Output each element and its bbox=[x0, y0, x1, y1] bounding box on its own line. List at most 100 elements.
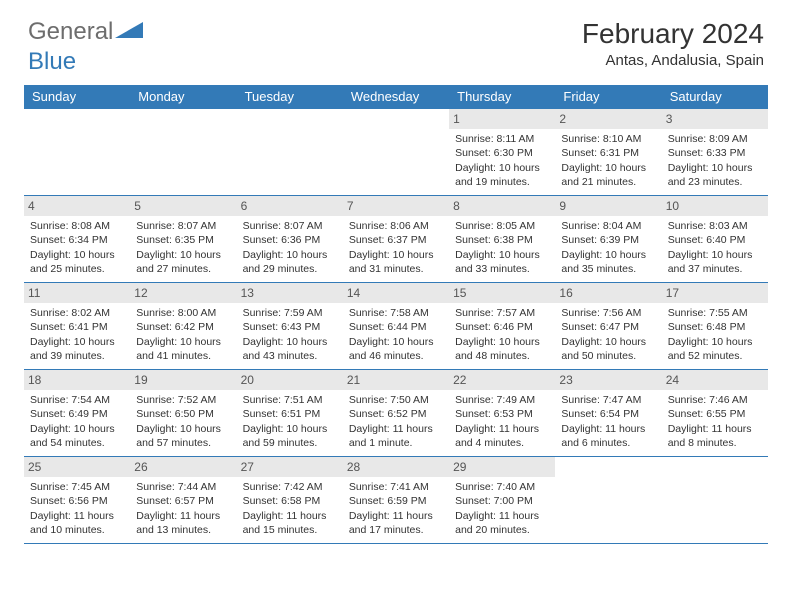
daylight-text: Daylight: 11 hours and 8 minutes. bbox=[668, 422, 762, 450]
header: General February 2024 Antas, Andalusia, … bbox=[0, 0, 792, 77]
sunset-text: Sunset: 6:50 PM bbox=[136, 407, 230, 421]
calendar-week-row: 18Sunrise: 7:54 AMSunset: 6:49 PMDayligh… bbox=[24, 370, 768, 457]
sunset-text: Sunset: 6:49 PM bbox=[30, 407, 124, 421]
sunset-text: Sunset: 6:38 PM bbox=[455, 233, 549, 247]
logo-text-general: General bbox=[28, 18, 113, 46]
calendar-week-row: 4Sunrise: 8:08 AMSunset: 6:34 PMDaylight… bbox=[24, 196, 768, 283]
day-number: 25 bbox=[24, 457, 130, 477]
day-number: 11 bbox=[24, 283, 130, 303]
daylight-text: Daylight: 10 hours and 25 minutes. bbox=[30, 248, 124, 276]
day-number: 9 bbox=[555, 196, 661, 216]
day-header-cell: Thursday bbox=[449, 85, 555, 108]
day-number: 16 bbox=[555, 283, 661, 303]
daylight-text: Daylight: 10 hours and 43 minutes. bbox=[243, 335, 337, 363]
sunset-text: Sunset: 6:55 PM bbox=[668, 407, 762, 421]
sunrise-text: Sunrise: 8:09 AM bbox=[668, 132, 762, 146]
day-number: 13 bbox=[237, 283, 343, 303]
calendar-cell: 21Sunrise: 7:50 AMSunset: 6:52 PMDayligh… bbox=[343, 370, 449, 456]
sunrise-text: Sunrise: 8:10 AM bbox=[561, 132, 655, 146]
calendar-week-row: 11Sunrise: 8:02 AMSunset: 6:41 PMDayligh… bbox=[24, 283, 768, 370]
logo-text-blue: Blue bbox=[28, 48, 76, 75]
day-header-row: SundayMondayTuesdayWednesdayThursdayFrid… bbox=[24, 85, 768, 108]
daylight-text: Daylight: 10 hours and 39 minutes. bbox=[30, 335, 124, 363]
calendar-cell: 16Sunrise: 7:56 AMSunset: 6:47 PMDayligh… bbox=[555, 283, 661, 369]
daylight-text: Daylight: 11 hours and 4 minutes. bbox=[455, 422, 549, 450]
sunset-text: Sunset: 6:42 PM bbox=[136, 320, 230, 334]
sunrise-text: Sunrise: 8:08 AM bbox=[30, 219, 124, 233]
sunrise-text: Sunrise: 7:42 AM bbox=[243, 480, 337, 494]
daylight-text: Daylight: 11 hours and 1 minute. bbox=[349, 422, 443, 450]
sunset-text: Sunset: 6:37 PM bbox=[349, 233, 443, 247]
day-number: 27 bbox=[237, 457, 343, 477]
sunset-text: Sunset: 6:48 PM bbox=[668, 320, 762, 334]
day-number: 26 bbox=[130, 457, 236, 477]
sunset-text: Sunset: 6:51 PM bbox=[243, 407, 337, 421]
daylight-text: Daylight: 10 hours and 46 minutes. bbox=[349, 335, 443, 363]
day-header-cell: Sunday bbox=[24, 85, 130, 108]
calendar-cell: 8Sunrise: 8:05 AMSunset: 6:38 PMDaylight… bbox=[449, 196, 555, 282]
daylight-text: Daylight: 10 hours and 37 minutes. bbox=[668, 248, 762, 276]
sunset-text: Sunset: 6:33 PM bbox=[668, 146, 762, 160]
sunset-text: Sunset: 6:47 PM bbox=[561, 320, 655, 334]
month-title: February 2024 bbox=[582, 18, 764, 50]
day-number: 2 bbox=[555, 109, 661, 129]
calendar-week-row: 1Sunrise: 8:11 AMSunset: 6:30 PMDaylight… bbox=[24, 108, 768, 196]
sunrise-text: Sunrise: 8:11 AM bbox=[455, 132, 549, 146]
day-number: 19 bbox=[130, 370, 236, 390]
sunset-text: Sunset: 6:54 PM bbox=[561, 407, 655, 421]
day-number: 28 bbox=[343, 457, 449, 477]
sunrise-text: Sunrise: 7:52 AM bbox=[136, 393, 230, 407]
daylight-text: Daylight: 10 hours and 50 minutes. bbox=[561, 335, 655, 363]
calendar-cell: 11 Sunrise: 8:02 AMSunset: 6:41 PMDayligh… bbox=[24, 283, 130, 369]
daylight-text: Daylight: 10 hours and 23 minutes. bbox=[668, 161, 762, 189]
calendar-cell bbox=[343, 109, 449, 195]
calendar-cell: 18Sunrise: 7:54 AMSunset: 6:49 PMDayligh… bbox=[24, 370, 130, 456]
sunset-text: Sunset: 6:40 PM bbox=[668, 233, 762, 247]
day-number: 12 bbox=[130, 283, 236, 303]
calendar-cell: 24 Sunrise: 7:46 AMSunset: 6:55 PMDayligh… bbox=[662, 370, 768, 456]
calendar-cell bbox=[24, 109, 130, 195]
day-header-cell: Wednesday bbox=[343, 85, 449, 108]
sunrise-text: Sunrise: 7:40 AM bbox=[455, 480, 549, 494]
day-number: 15 bbox=[449, 283, 555, 303]
day-number: 4 bbox=[24, 196, 130, 216]
sunset-text: Sunset: 6:34 PM bbox=[30, 233, 124, 247]
sunset-text: Sunset: 6:36 PM bbox=[243, 233, 337, 247]
calendar-cell bbox=[662, 457, 768, 543]
sunrise-text: Sunrise: 7:46 AM bbox=[668, 393, 762, 407]
calendar-cell: 6Sunrise: 8:07 AMSunset: 6:36 PMDaylight… bbox=[237, 196, 343, 282]
day-number: 24 bbox=[662, 370, 768, 390]
sunset-text: Sunset: 6:58 PM bbox=[243, 494, 337, 508]
daylight-text: Daylight: 10 hours and 57 minutes. bbox=[136, 422, 230, 450]
sunrise-text: Sunrise: 7:58 AM bbox=[349, 306, 443, 320]
day-number: 21 bbox=[343, 370, 449, 390]
sunset-text: Sunset: 6:57 PM bbox=[136, 494, 230, 508]
daylight-text: Daylight: 10 hours and 21 minutes. bbox=[561, 161, 655, 189]
calendar-cell: 10Sunrise: 8:03 AMSunset: 6:40 PMDayligh… bbox=[662, 196, 768, 282]
calendar-cell: 12Sunrise: 8:00 AMSunset: 6:42 PMDayligh… bbox=[130, 283, 236, 369]
sunrise-text: Sunrise: 7:49 AM bbox=[455, 393, 549, 407]
calendar-cell: 7Sunrise: 8:06 AMSunset: 6:37 PMDaylight… bbox=[343, 196, 449, 282]
sunrise-text: Sunrise: 7:57 AM bbox=[455, 306, 549, 320]
sunrise-text: Sunrise: 8:06 AM bbox=[349, 219, 443, 233]
sunset-text: Sunset: 6:59 PM bbox=[349, 494, 443, 508]
daylight-text: Daylight: 11 hours and 17 minutes. bbox=[349, 509, 443, 537]
day-number: 7 bbox=[343, 196, 449, 216]
daylight-text: Daylight: 11 hours and 13 minutes. bbox=[136, 509, 230, 537]
day-number: 23 bbox=[555, 370, 661, 390]
sunrise-text: Sunrise: 7:47 AM bbox=[561, 393, 655, 407]
daylight-text: Daylight: 10 hours and 59 minutes. bbox=[243, 422, 337, 450]
title-block: February 2024 Antas, Andalusia, Spain bbox=[582, 18, 764, 69]
sunset-text: Sunset: 6:46 PM bbox=[455, 320, 549, 334]
sunrise-text: Sunrise: 8:02 AM bbox=[30, 306, 124, 320]
sunset-text: Sunset: 6:41 PM bbox=[30, 320, 124, 334]
day-number: 8 bbox=[449, 196, 555, 216]
calendar-cell: 25Sunrise: 7:45 AMSunset: 6:56 PMDayligh… bbox=[24, 457, 130, 543]
calendar-cell: 17Sunrise: 7:55 AMSunset: 6:48 PMDayligh… bbox=[662, 283, 768, 369]
sunrise-text: Sunrise: 7:50 AM bbox=[349, 393, 443, 407]
daylight-text: Daylight: 10 hours and 19 minutes. bbox=[455, 161, 549, 189]
sunrise-text: Sunrise: 7:45 AM bbox=[30, 480, 124, 494]
day-number: 1 bbox=[449, 109, 555, 129]
sunrise-text: Sunrise: 8:00 AM bbox=[136, 306, 230, 320]
day-number: 17 bbox=[662, 283, 768, 303]
